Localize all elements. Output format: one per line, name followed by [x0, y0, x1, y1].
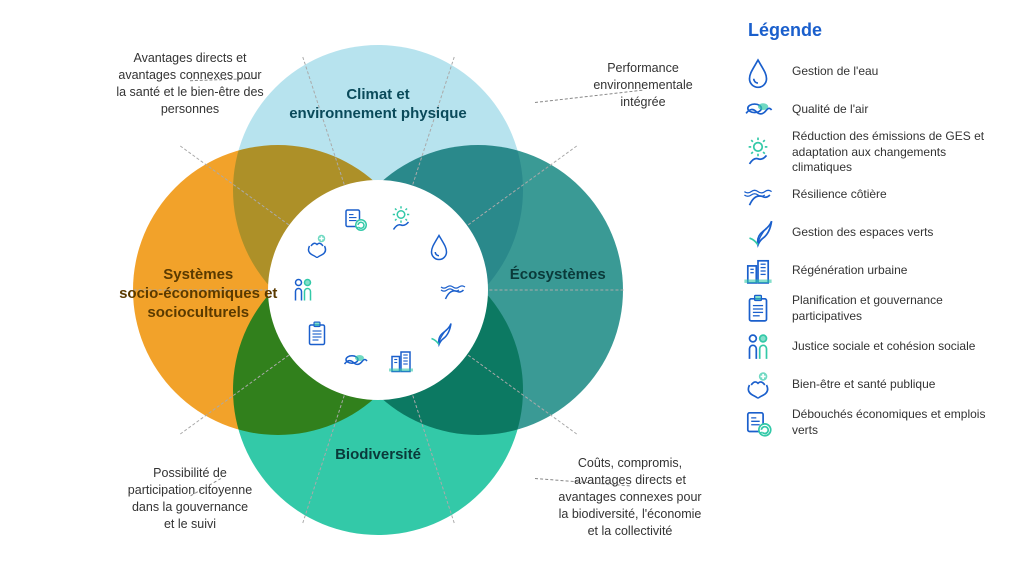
- coastal-icon: [436, 273, 470, 307]
- planning-icon: [738, 290, 778, 328]
- legend-label: Bien-être et santé publique: [792, 377, 1008, 393]
- health-icon: [738, 366, 778, 404]
- jobs-icon: [738, 404, 778, 442]
- legend-row-greenspace: Gestion des espaces verts: [738, 214, 1008, 252]
- emissions-icon: [384, 202, 418, 236]
- legend-label: Justice sociale et cohésion sociale: [792, 339, 1008, 355]
- legend-row-water: Gestion de l'eau: [738, 53, 1008, 91]
- air-icon: [738, 91, 778, 129]
- callout-2: Possibilité departicipation citoyennedan…: [105, 465, 275, 533]
- callout-0: Avantages directs etavantages connexes p…: [105, 50, 275, 118]
- legend-row-justice: Justice sociale et cohésion sociale: [738, 328, 1008, 366]
- legend-label: Gestion de l'eau: [792, 64, 1008, 80]
- legend: Légende Gestion de l'eau Qualité de l'air…: [738, 20, 1008, 442]
- water-icon: [422, 229, 456, 263]
- legend-label: Régénération urbaine: [792, 263, 1008, 279]
- legend-row-jobs: Débouchés économiques et emplois verts: [738, 404, 1008, 442]
- air-icon: [338, 344, 372, 378]
- greenspace-icon: [738, 214, 778, 252]
- legend-title: Légende: [748, 20, 1008, 41]
- legend-row-air: Qualité de l'air: [738, 91, 1008, 129]
- urban-icon: [738, 252, 778, 290]
- justice-icon: [286, 273, 320, 307]
- venn-diagram: Climat etenvironnement physiqueÉcosystèm…: [0, 0, 720, 577]
- legend-row-urban: Régénération urbaine: [738, 252, 1008, 290]
- emissions-icon: [738, 133, 778, 171]
- legend-label: Résilience côtière: [792, 187, 1008, 203]
- health-icon: [300, 229, 334, 263]
- callout-1: Performanceenvironnementaleintégrée: [558, 60, 728, 111]
- urban-icon: [384, 344, 418, 378]
- legend-items: Gestion de l'eau Qualité de l'air Réductio…: [738, 53, 1008, 442]
- legend-label: Gestion des espaces verts: [792, 225, 1008, 241]
- coastal-icon: [738, 176, 778, 214]
- legend-label: Débouchés économiques et emplois verts: [792, 407, 1008, 438]
- planning-icon: [300, 317, 334, 351]
- legend-label: Réduction des émissions de GES et adapta…: [792, 129, 1008, 176]
- greenspace-icon: [422, 317, 456, 351]
- legend-row-health: Bien-être et santé publique: [738, 366, 1008, 404]
- water-icon: [738, 53, 778, 91]
- justice-icon: [738, 328, 778, 366]
- callout-3: Coûts, compromis,avantages directs etava…: [545, 455, 715, 539]
- jobs-icon: [338, 202, 372, 236]
- legend-row-coastal: Résilience côtière: [738, 176, 1008, 214]
- legend-label: Planification et gouvernance participati…: [792, 293, 1008, 324]
- legend-row-emissions: Réduction des émissions de GES et adapta…: [738, 129, 1008, 176]
- legend-label: Qualité de l'air: [792, 102, 1008, 118]
- legend-row-planning: Planification et gouvernance participati…: [738, 290, 1008, 328]
